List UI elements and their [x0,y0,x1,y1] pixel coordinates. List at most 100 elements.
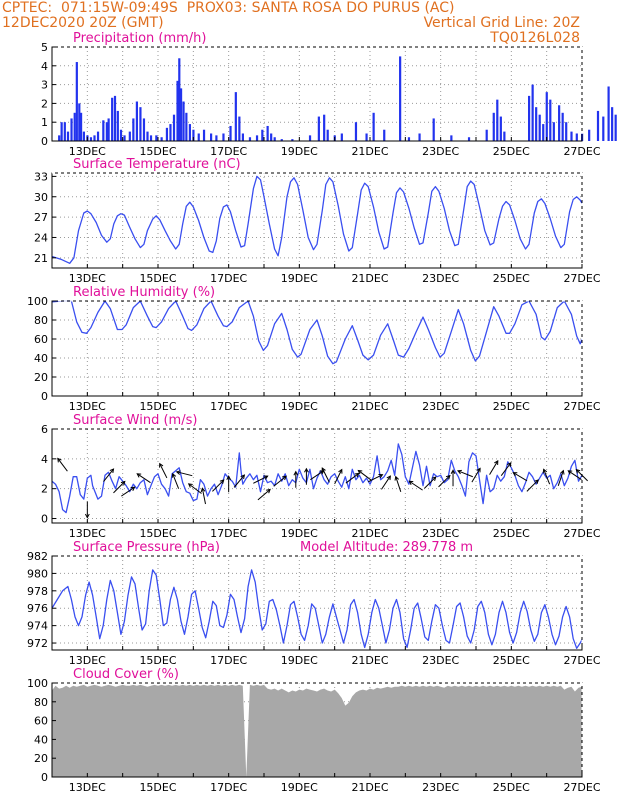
y-tick-label: 24 [34,231,48,244]
precip-bar [111,97,114,141]
precip-bar [123,135,126,141]
precip-bar [496,99,499,141]
precip-bar [169,124,172,141]
x-tick-label: 13DEC [69,654,106,667]
precip-bar [139,107,142,141]
precip-panel: 0 1 2 3 4 5 13DEC 15DEC 17DEC 19DEC 21DEC 23DEC 25DE… [41,31,617,158]
wind-arrow [273,475,287,487]
y-tick-label: 21 [34,252,48,265]
x-tick-label: 17DEC [210,400,247,413]
precip-bar [248,137,252,141]
precip-bar [210,133,213,141]
precip-bar [202,129,206,141]
precip-bar [538,114,541,141]
precip-bar [485,129,488,141]
wind-arrow [84,501,90,519]
station-info: CPTEC: 071:15W-09:49S PROX03: SANTA ROSA… [2,0,455,16]
precip-bar [383,129,386,141]
precip-bar [399,56,402,141]
precip-bar [291,139,294,141]
y-tick-label: 5 [41,41,48,54]
precip-bar [280,139,283,141]
rh-title: Relative Humidity (%) [73,285,215,300]
precip-bar [78,103,81,141]
wind-arrow [334,468,343,485]
rh-series-line [51,300,583,365]
precip-bar [146,131,149,141]
x-tick-label: 17DEC [210,527,247,540]
run-code: TQ0126L028 [490,30,580,46]
precip-bar [499,116,502,141]
precip-bar [273,137,276,141]
precip-bar [63,122,66,141]
wind-arrow [113,480,126,494]
precip-bar [418,133,421,141]
x-tick-label: 13DEC [69,781,106,794]
precip-bar [372,112,375,141]
precip-bar [119,129,123,141]
model-altitude-label: Model Altitude: 289.778 m [300,540,473,555]
rh-panel: 0 20 40 60 80 100 13DEC 15DEC 17DEC 19DEC 21DEC 23D… [27,285,601,413]
precip-bar [178,58,181,141]
precip-bar [552,122,555,141]
precip-bar [266,125,269,141]
precip-bar [588,129,591,141]
precip-bar [255,135,259,141]
cloud-cover-area [52,684,582,777]
y-tick-label: 0 [41,135,48,148]
cloud-panel: 0 20 40 60 80 100 13DEC 15DEC 17DEC 19DEC 21DEC 23D… [27,667,601,794]
x-tick-label: 25DEC [493,654,530,667]
precip-bar [308,135,312,141]
x-tick-label: 15DEC [139,145,176,158]
wind-title: Surface Wind (m/s) [73,413,197,428]
precip-bar [182,101,185,141]
precip-bar [172,114,176,141]
precip-bar [149,135,153,141]
x-tick-label: 13DEC [69,400,106,413]
precip-bar [432,118,435,141]
y-tick-label: 978 [27,585,48,598]
precip-bar [89,137,93,141]
precip-bar [450,135,453,141]
wind-arrow [175,470,193,477]
precip-bar [165,127,169,141]
wind-arrow [408,480,423,491]
precip-bar [238,116,241,141]
wind-arrow [471,467,481,483]
x-tick-label: 17DEC [210,781,247,794]
precip-bar [261,129,264,141]
precip-bar [128,131,131,141]
y-tick-label: 972 [27,637,48,650]
precip-bar [323,114,326,141]
precip-bar [79,112,83,141]
wind-arrow [489,460,499,475]
x-tick-label: 23DEC [422,400,459,413]
precip-bar [234,92,237,141]
x-tick-label: 15DEC [139,781,176,794]
y-tick-label: 6 [41,423,48,436]
run-date: 12DEC2020 20Z (GMT) [2,15,164,31]
wind-arrow [381,475,391,490]
wind-arrow [187,483,202,494]
precip-bar [96,131,100,141]
temp-series-line [51,175,583,264]
precip-bar [561,112,564,141]
x-tick-label: 15DEC [139,654,176,667]
x-tick-label: 21DEC [351,400,388,413]
wind-arrow [159,462,168,479]
precip-bar [611,107,614,141]
x-tick-label: 17DEC [210,145,247,158]
precip-bar [113,95,117,141]
precip-bar [176,80,179,141]
x-tick-label: 13DEC [69,145,106,158]
x-tick-label: 25DEC [493,272,530,285]
y-tick-label: 974 [27,620,48,633]
precip-bar [575,133,578,141]
y-tick-label: 982 [27,550,48,563]
precip-bar [596,110,600,141]
x-tick-label: 13DEC [69,527,106,540]
precip-bar [160,137,163,141]
y-tick-label: 4 [41,60,48,73]
precip-bar [549,99,552,141]
wind-arrow [512,472,528,482]
